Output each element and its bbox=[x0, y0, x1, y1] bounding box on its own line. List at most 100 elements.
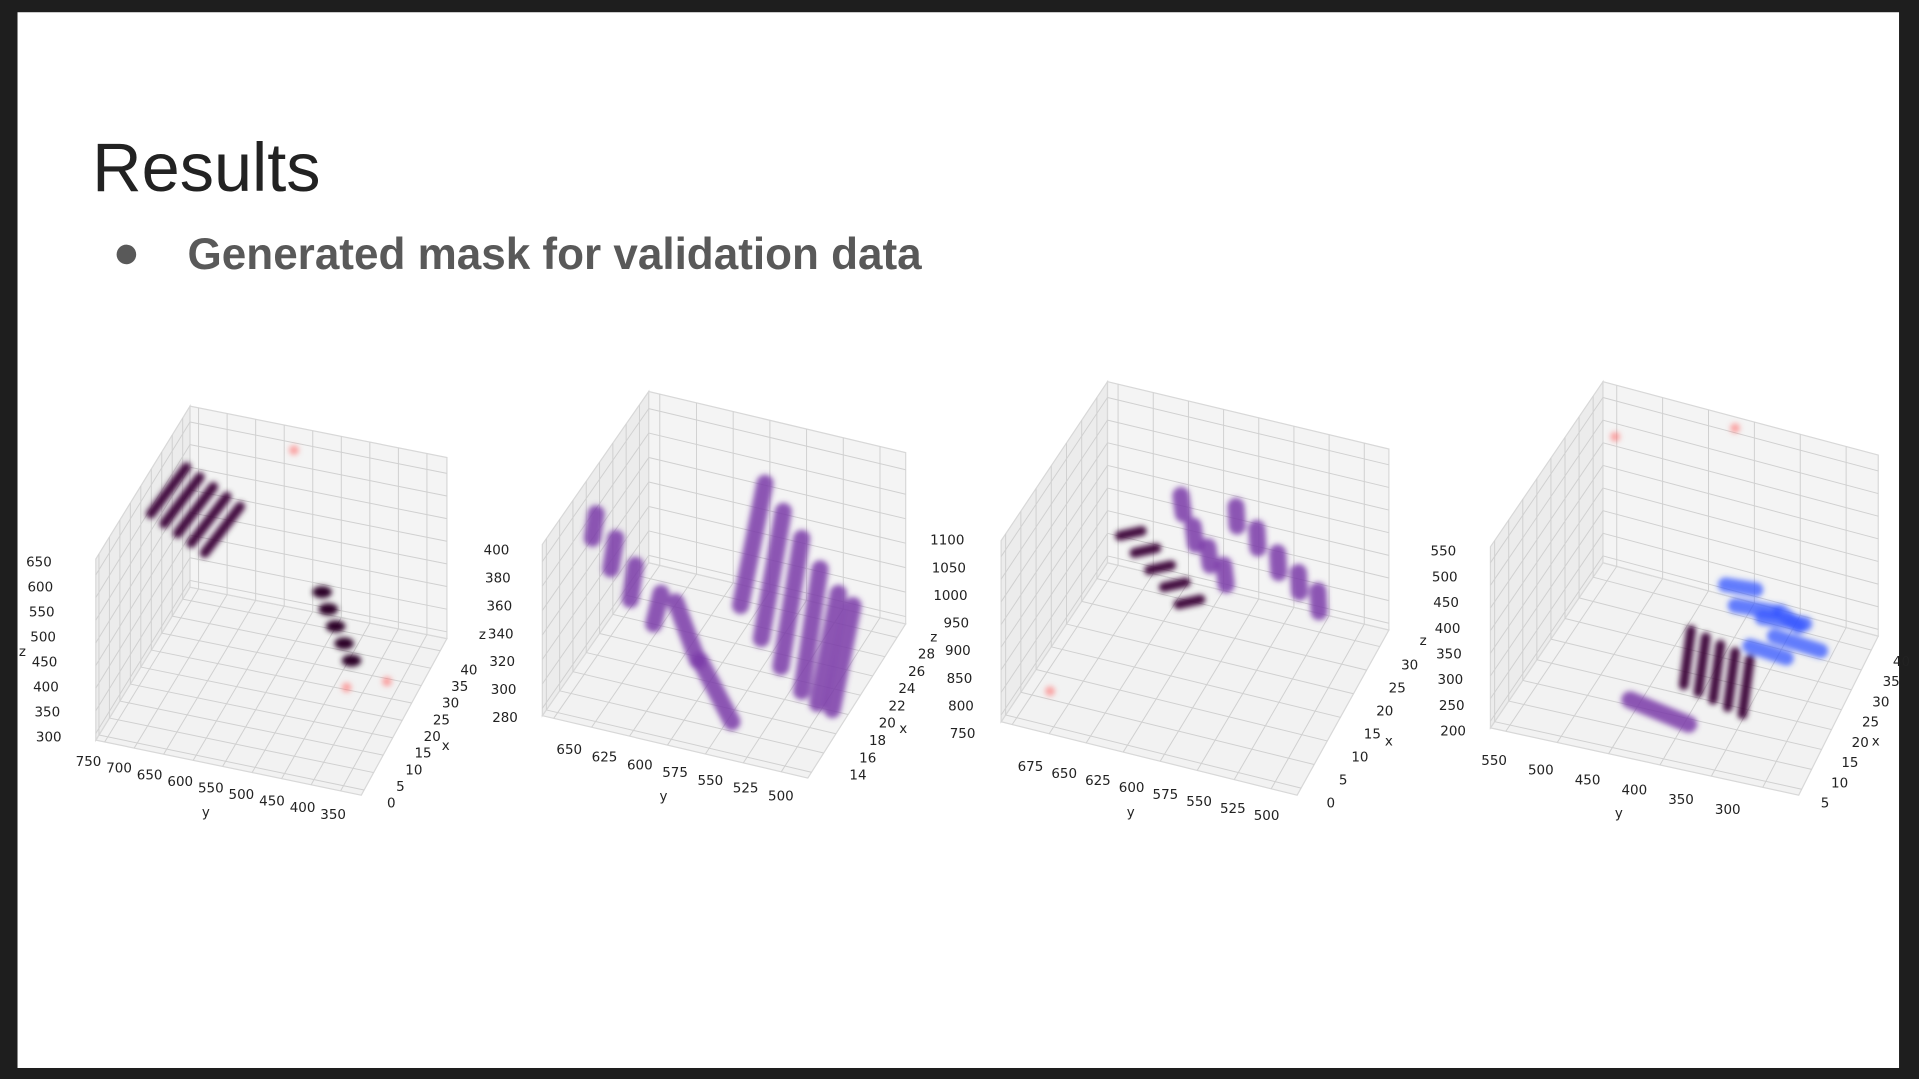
grid-line bbox=[189, 444, 448, 497]
z-tick-label: 340 bbox=[488, 627, 514, 642]
mask-blob bbox=[341, 682, 352, 693]
grid-line bbox=[541, 481, 650, 636]
x-tick-label: 25 bbox=[433, 713, 450, 728]
grid-line bbox=[95, 534, 191, 689]
z-tick-label: 450 bbox=[32, 656, 58, 671]
grid-line bbox=[1490, 510, 1604, 677]
grid-line bbox=[161, 632, 422, 687]
z-tick-label: 350 bbox=[1436, 647, 1462, 662]
grid-line bbox=[1762, 627, 1847, 788]
mask-blob bbox=[1248, 519, 1267, 557]
mask-blob bbox=[667, 593, 707, 670]
x-axis-label: x bbox=[442, 739, 450, 754]
grid-line bbox=[140, 666, 403, 721]
y-tick-label: 675 bbox=[1018, 760, 1044, 775]
grid-line bbox=[1000, 465, 1108, 625]
y-tick-label: 600 bbox=[167, 775, 193, 790]
mask-blob bbox=[172, 482, 219, 539]
grid-line bbox=[648, 408, 906, 471]
slide-title: Results bbox=[92, 129, 320, 206]
z-tick-label: 900 bbox=[945, 644, 971, 659]
plot-3d: 550 500 450 400 350 300 510 15 20 25 30 35 40 200 250 3… bbox=[1420, 379, 1910, 822]
mask-blob bbox=[1144, 560, 1177, 575]
y-tick-label: 625 bbox=[592, 751, 618, 766]
x-tick-label: 10 bbox=[405, 763, 422, 778]
x-tick-label: 0 bbox=[1327, 797, 1336, 812]
mask-blob bbox=[1114, 526, 1147, 541]
grid-line bbox=[1107, 397, 1390, 466]
z-tick-label: 1100 bbox=[930, 534, 964, 549]
z-axis-label: z bbox=[19, 645, 26, 660]
grid-line bbox=[559, 690, 824, 754]
x-tick-label: 20 bbox=[879, 717, 896, 732]
y-tick-label: 500 bbox=[1254, 809, 1280, 824]
grid-line bbox=[189, 421, 448, 474]
x-tick-label: 30 bbox=[1872, 695, 1889, 710]
mask-blob bbox=[1717, 577, 1764, 597]
x-tick-label: 10 bbox=[1351, 751, 1368, 766]
z-tick-label: 360 bbox=[487, 599, 513, 614]
grid-line bbox=[1602, 464, 1879, 540]
grid-line bbox=[1000, 397, 1108, 557]
y-tick-label: 525 bbox=[1220, 802, 1246, 817]
plots: 750 700 650 600 550 500 450 400 3500510152025303… bbox=[19, 379, 1910, 824]
mask-blob bbox=[289, 445, 299, 456]
grid-line bbox=[1556, 578, 1664, 743]
grid-line bbox=[133, 594, 228, 749]
y-tick-label: 550 bbox=[1481, 754, 1507, 769]
grid-line bbox=[251, 617, 342, 773]
x-tick-label: 5 bbox=[1821, 797, 1830, 812]
grid-line bbox=[1085, 581, 1189, 744]
grid-line bbox=[95, 421, 191, 576]
mask-blob bbox=[1158, 577, 1191, 593]
mask-blob bbox=[1289, 563, 1309, 601]
y-tick-label: 525 bbox=[733, 782, 759, 797]
mask-group bbox=[1045, 486, 1328, 697]
grid-line bbox=[1011, 564, 1119, 725]
grid-line bbox=[553, 565, 661, 719]
grid-line bbox=[1051, 646, 1341, 718]
grid-line bbox=[1602, 442, 1879, 517]
z-tick-label: 280 bbox=[492, 711, 518, 726]
grid-line bbox=[1505, 566, 1618, 732]
grid-line bbox=[1593, 576, 1872, 651]
mask-blob bbox=[1766, 628, 1829, 659]
z-tick-label: 1000 bbox=[933, 589, 967, 604]
plot-3d: 650 625 600 575 550 525 500 14 16 18 20 22 24 26 28 280… bbox=[479, 389, 935, 804]
mask-blob bbox=[772, 529, 811, 676]
grid-line bbox=[1659, 602, 1755, 766]
mask-group bbox=[1610, 423, 1829, 733]
y-tick-label: 575 bbox=[662, 766, 688, 781]
mask-blob bbox=[1172, 486, 1192, 523]
mask-blob bbox=[1730, 423, 1741, 434]
mask-blob bbox=[823, 596, 862, 719]
mask-blob bbox=[731, 474, 774, 615]
y-tick-label: 600 bbox=[1119, 781, 1145, 796]
mask-blob bbox=[645, 584, 670, 633]
grid-line bbox=[1000, 419, 1108, 580]
x-tick-label: 28 bbox=[918, 647, 935, 662]
grid-line bbox=[648, 432, 906, 495]
grid-line bbox=[541, 530, 650, 685]
mask-blob bbox=[1737, 654, 1755, 720]
y-tick-label: 450 bbox=[259, 795, 285, 810]
mask-blob bbox=[1227, 497, 1246, 535]
grid-line bbox=[1000, 533, 1108, 693]
mask-blob bbox=[318, 603, 339, 616]
grid-line bbox=[1490, 442, 1604, 609]
y-tick-label: 350 bbox=[1668, 793, 1694, 808]
grid-line bbox=[189, 557, 448, 610]
grid-line bbox=[541, 506, 650, 660]
grid-line bbox=[546, 709, 812, 773]
mask-blob bbox=[1269, 544, 1288, 582]
mask-blob bbox=[1742, 638, 1794, 666]
y-tick-label: 550 bbox=[1186, 795, 1212, 810]
mask-blob bbox=[1693, 632, 1711, 698]
mask-blob bbox=[1129, 543, 1162, 558]
mask-blob bbox=[809, 584, 847, 712]
z-axis-label: z bbox=[1420, 634, 1427, 649]
z-tick-label: 450 bbox=[1433, 596, 1459, 611]
grid-line bbox=[109, 717, 374, 774]
